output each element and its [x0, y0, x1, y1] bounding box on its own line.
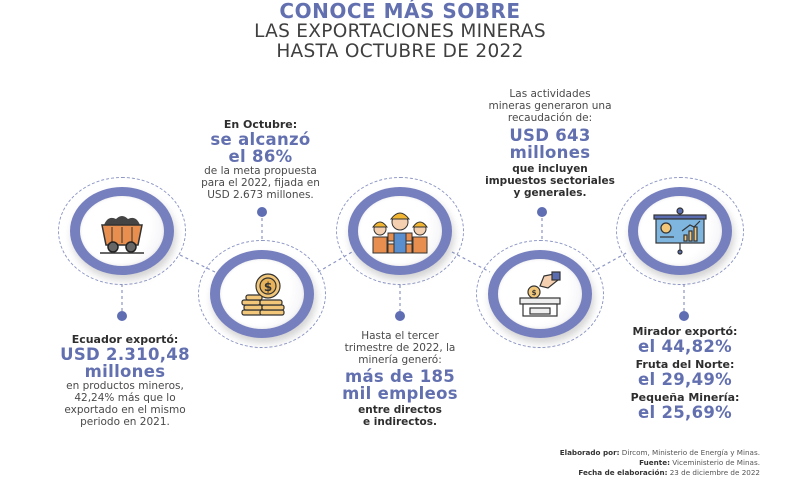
- credit-label: Fuente:: [639, 458, 670, 467]
- circle-inner: $: [498, 259, 582, 329]
- employment-desc: entre directos: [358, 404, 442, 416]
- project-label: Mirador exportó:: [632, 325, 738, 338]
- ring: [70, 187, 174, 275]
- tax-deposit-box-icon: $: [519, 271, 561, 317]
- goal-desc: para el 2022, fijada en: [201, 177, 320, 189]
- circle-miners: [336, 177, 464, 285]
- title-line-3: HASTA OCTUBRE DE 2022: [276, 41, 524, 62]
- circle-inner: [80, 196, 164, 266]
- ring: $: [488, 250, 592, 338]
- exports-label: Ecuador exportó:: [71, 333, 179, 346]
- dashed-border: [198, 240, 326, 348]
- credit-label: Fecha de elaboración:: [578, 468, 668, 477]
- employment-desc: e indirectos.: [363, 416, 437, 428]
- exports-value: USD 2.310,48: [60, 345, 190, 364]
- dashed-border: [616, 177, 744, 285]
- title-line-2: LAS EXPORTACIONES MINERAS: [254, 21, 546, 42]
- projects-block: Mirador exportó: el 44,82% Fruta del Nor…: [610, 325, 760, 421]
- ring: [348, 187, 452, 275]
- revenue-desc: que incluyen: [512, 163, 588, 175]
- miners-group-icon: [372, 212, 428, 254]
- revenue-desc: impuestos sectoriales: [485, 175, 615, 187]
- circle-inner: [638, 196, 722, 266]
- project-value: el 25,69%: [637, 403, 732, 422]
- project-label: Fruta del Norte:: [635, 358, 735, 371]
- mining-cart-icon: [100, 216, 144, 254]
- credit-label: Elaborado por:: [559, 448, 620, 457]
- exports-desc: 42,24% más que lo: [74, 392, 176, 404]
- project-label: Pequeña Minería:: [630, 391, 740, 404]
- revenue-intro: mineras generaron una: [488, 100, 612, 112]
- revenue-desc: y generales.: [513, 187, 587, 199]
- goal-desc: USD 2.673 millones.: [207, 189, 314, 201]
- exports-desc: exportado en el mismo: [64, 404, 186, 416]
- dashed-border: [58, 177, 186, 285]
- employment-intro: Hasta el tercer: [361, 330, 439, 342]
- credits: Elaborado por: Dircom, Ministerio de Ene…: [560, 448, 760, 478]
- credit-source: Fuente: Viceministerio de Minas.: [560, 458, 760, 468]
- coin-stack-icon: $: [241, 273, 285, 316]
- exports-desc: periodo en 2021.: [80, 416, 170, 428]
- credit-value: Viceministerio de Minas.: [669, 458, 760, 467]
- circle-chart-board: [616, 177, 744, 285]
- revenue-unit: millones: [509, 143, 591, 162]
- project-value: el 29,49%: [637, 370, 732, 389]
- dashed-border: [476, 240, 604, 348]
- ring: $: [210, 250, 314, 338]
- connector-dot: [257, 207, 267, 217]
- credit-made-by: Elaborado por: Dircom, Ministerio de Ene…: [560, 448, 760, 458]
- dashed-border: [336, 177, 464, 285]
- connector-dot: [537, 207, 547, 217]
- employment-unit: mil empleos: [342, 384, 458, 403]
- connector-dot: [117, 311, 127, 321]
- credit-value: Dircom, Ministerio de Energía y Minas.: [619, 448, 760, 457]
- svg-text:$: $: [264, 280, 272, 294]
- revenue-block: Las actividades mineras generaron una re…: [460, 88, 640, 199]
- credit-date: Fecha de elaboración: 23 de diciembre de…: [560, 468, 760, 478]
- revenue-intro: recaudación de:: [507, 112, 593, 124]
- circle-coins: $: [198, 240, 326, 348]
- header: CONOCE MÁS SOBRE LAS EXPORTACIONES MINER…: [0, 0, 800, 62]
- circle-inner: $: [220, 259, 304, 329]
- credit-value: 23 de diciembre de 2022: [667, 468, 760, 477]
- title-highlight: CONOCE MÁS SOBRE: [279, 0, 521, 23]
- goal-label: En Octubre:: [223, 118, 298, 131]
- growth-chart-board-icon: [653, 207, 707, 255]
- circle-inner: [358, 196, 442, 266]
- svg-text:$: $: [532, 289, 537, 297]
- goal-block: En Octubre: se alcanzó el 86% de la meta…: [178, 118, 343, 201]
- goal-desc: de la meta propuesta: [204, 165, 317, 177]
- circle-tax-box: $: [476, 240, 604, 348]
- employment-intro: trimestre de 2022, la: [344, 342, 456, 354]
- connector-dot: [395, 311, 405, 321]
- ring: [628, 187, 732, 275]
- goal-percent: el 86%: [228, 147, 293, 166]
- exports-desc: en productos mineros,: [66, 380, 184, 392]
- circle-mining-cart: [58, 177, 186, 285]
- exports-unit: millones: [84, 362, 166, 381]
- goal-value: se alcanzó: [210, 130, 311, 149]
- connector-dot: [679, 311, 689, 321]
- employment-value: más de 185: [344, 367, 456, 386]
- revenue-value: USD 643: [509, 126, 591, 145]
- employment-intro: minería generó:: [358, 354, 442, 366]
- employment-block: Hasta el tercer trimestre de 2022, la mi…: [325, 330, 475, 428]
- revenue-intro: Las actividades: [509, 88, 591, 100]
- project-value: el 44,82%: [637, 337, 732, 356]
- exports-block: Ecuador exportó: USD 2.310,48 millones e…: [30, 333, 220, 428]
